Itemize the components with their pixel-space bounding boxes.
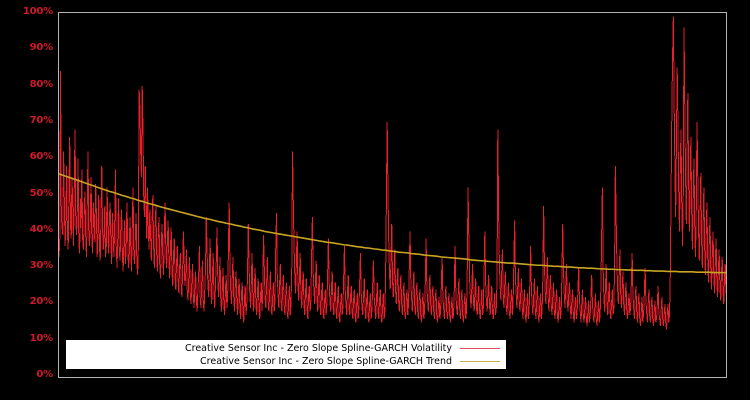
y-tick-label: 0% bbox=[36, 369, 53, 380]
trend-series-group bbox=[59, 173, 726, 274]
trend-line bbox=[59, 173, 726, 274]
y-tick-label: 80% bbox=[29, 78, 54, 90]
y-tick-label: 70% bbox=[29, 114, 54, 126]
legend-item[interactable]: Creative Sensor Inc - Zero Slope Spline-… bbox=[66, 342, 506, 355]
legend-item-label: Creative Sensor Inc - Zero Slope Spline-… bbox=[185, 342, 452, 354]
volatility-line bbox=[59, 16, 726, 330]
legend-line-swatch bbox=[460, 360, 500, 362]
y-tick-label: 50% bbox=[29, 187, 54, 199]
chart-legend: Creative Sensor Inc - Zero Slope Spline-… bbox=[66, 340, 506, 369]
volatility-series-group bbox=[59, 16, 726, 330]
y-tick-label: 30% bbox=[29, 260, 54, 272]
y-tick-label: 40% bbox=[29, 223, 54, 235]
y-tick-label: 20% bbox=[29, 296, 54, 308]
y-tick-label: 100% bbox=[22, 6, 53, 17]
legend-line-swatch bbox=[460, 347, 500, 349]
legend-item-label: Creative Sensor Inc - Zero Slope Spline-… bbox=[200, 355, 452, 367]
y-tick-label: 10% bbox=[29, 332, 54, 344]
plot-area bbox=[58, 12, 727, 378]
chart-canvas bbox=[59, 16, 726, 330]
y-tick-label: 60% bbox=[29, 151, 54, 163]
y-tick-label: 90% bbox=[29, 42, 54, 54]
legend-item[interactable]: Creative Sensor Inc - Zero Slope Spline-… bbox=[66, 355, 506, 368]
y-axis-tick-labels: 100% 90% 80% 70% 60% 50% 40% 30% 20% 10% 0% bbox=[0, 0, 53, 400]
